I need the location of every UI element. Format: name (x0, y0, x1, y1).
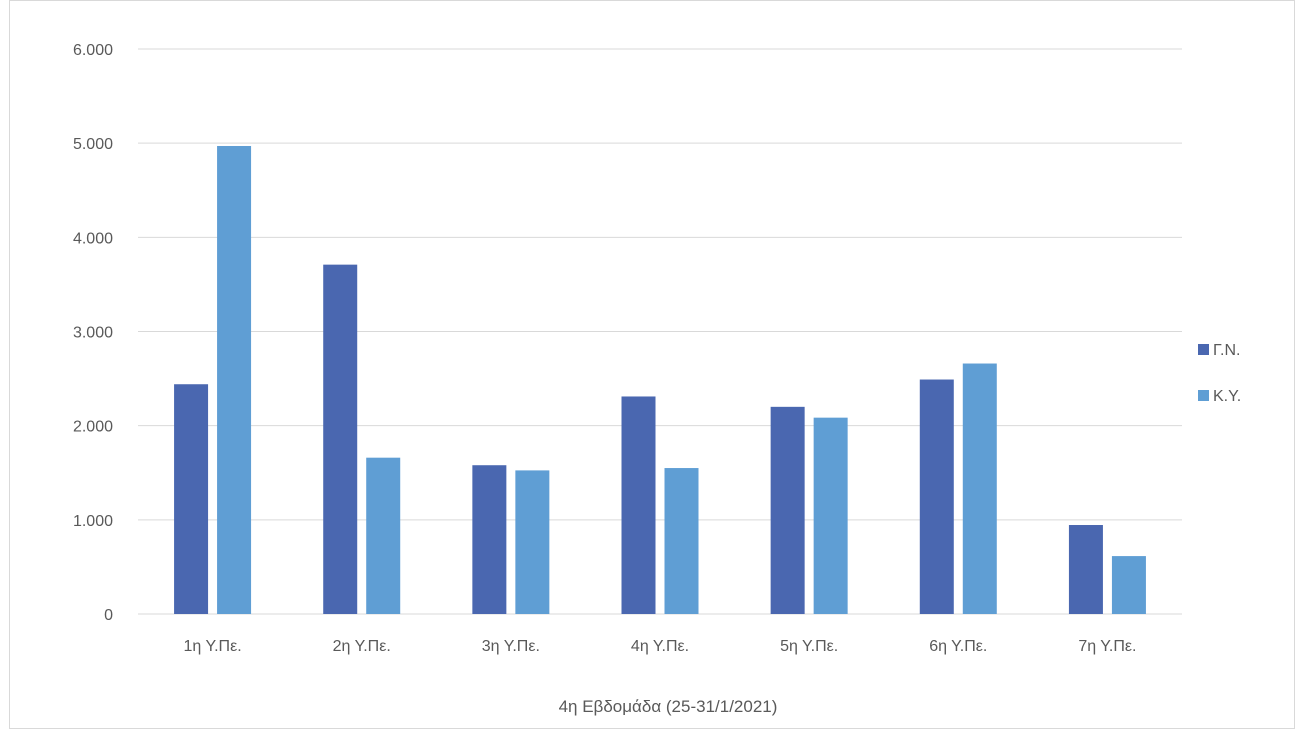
bar (174, 384, 208, 614)
legend-swatch (1198, 390, 1209, 401)
bar (323, 265, 357, 614)
bar (1069, 525, 1103, 614)
bar (771, 407, 805, 614)
bar (814, 418, 848, 614)
bar (665, 468, 699, 614)
bar (622, 396, 656, 614)
legend-swatch (1198, 344, 1209, 355)
y-tick-label: 0 (104, 607, 113, 624)
bar (515, 470, 549, 614)
y-axis-ticks: 0 1.000 2.000 3.000 4.000 5.000 6.000 (73, 42, 113, 624)
y-tick-label: 5.000 (73, 136, 113, 153)
y-tick-label: 2.000 (73, 419, 113, 436)
bar (472, 465, 506, 614)
x-axis-title: 4η Εβδομάδα (25-31/1/2021) (559, 697, 778, 716)
x-tick-label: 4η Υ.Πε. (631, 638, 689, 655)
bar (217, 146, 251, 614)
y-tick-label: 1.000 (73, 513, 113, 530)
x-tick-label: 7η Υ.Πε. (1078, 638, 1136, 655)
x-tick-label: 1η Υ.Πε. (183, 638, 241, 655)
legend: Γ.Ν. Κ.Υ. (1198, 342, 1241, 405)
x-tick-label: 6η Υ.Πε. (929, 638, 987, 655)
x-tick-label: 2η Υ.Πε. (333, 638, 391, 655)
legend-label: Γ.Ν. (1213, 342, 1241, 359)
bar (366, 458, 400, 614)
bar (1112, 556, 1146, 614)
bars (174, 146, 1146, 614)
y-tick-label: 6.000 (73, 42, 113, 59)
bar (920, 380, 954, 614)
x-tick-label: 5η Υ.Πε. (780, 638, 838, 655)
x-tick-label: 3η Υ.Πε. (482, 638, 540, 655)
bar (963, 364, 997, 614)
y-tick-label: 4.000 (73, 230, 113, 247)
legend-label: Κ.Υ. (1213, 388, 1241, 405)
x-axis-ticks: 1η Υ.Πε. 2η Υ.Πε. 3η Υ.Πε. 4η Υ.Πε. 5η Υ.Πε.… (183, 638, 1136, 655)
y-tick-label: 3.000 (73, 325, 113, 342)
gridlines (138, 49, 1182, 614)
